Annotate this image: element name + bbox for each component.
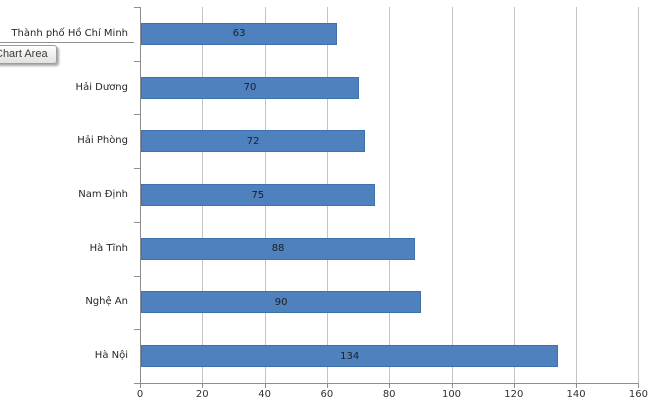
- category-label-underline: [0, 42, 134, 43]
- y-axis-tick: [134, 7, 140, 8]
- y-axis-tick: [134, 329, 140, 330]
- bar-value-label: 134: [340, 350, 360, 362]
- x-axis-tick: [638, 384, 640, 388]
- gridline: [638, 7, 640, 383]
- x-axis-label: 80: [382, 389, 396, 400]
- gridline: [389, 7, 391, 383]
- bar[interactable]: 63: [141, 22, 338, 45]
- gridline: [576, 7, 578, 383]
- bar[interactable]: 90: [141, 291, 422, 314]
- x-axis-label: 20: [195, 389, 209, 400]
- x-axis-tick: [140, 384, 141, 388]
- chart-area-tooltip: Chart Area: [0, 45, 57, 64]
- y-axis-tick: [134, 168, 140, 169]
- bar[interactable]: 75: [141, 184, 375, 206]
- y-axis-tick: [134, 383, 140, 384]
- category-label: Hà Tĩnh: [89, 242, 128, 254]
- x-axis-label: 60: [320, 389, 334, 400]
- x-axis-label: 0: [136, 389, 144, 400]
- x-axis-tick: [576, 384, 578, 388]
- x-axis-label: 40: [258, 389, 271, 400]
- bar[interactable]: 88: [141, 237, 416, 260]
- x-axis-tick: [326, 384, 328, 388]
- tooltip-text: Chart Area: [0, 48, 48, 60]
- x-axis-label: 100: [441, 389, 462, 400]
- category-label: Hải Phòng: [77, 135, 128, 147]
- bar[interactable]: 134: [141, 345, 559, 368]
- x-axis-label: 140: [566, 389, 586, 400]
- category-label: Nam Định: [78, 189, 128, 200]
- category-label: Hà Nội: [94, 350, 128, 362]
- y-axis-tick: [134, 114, 140, 115]
- x-axis-line: [134, 383, 640, 384]
- x-axis-tick: [264, 384, 266, 388]
- category-label: Thành phố Hồ Chí Minh: [11, 27, 128, 39]
- x-axis-label: 160: [628, 389, 648, 400]
- bar-value-label: 70: [243, 82, 257, 94]
- bar-value-label: 90: [274, 296, 288, 308]
- bar-value-label: 75: [251, 189, 265, 201]
- x-axis-tick: [513, 384, 515, 388]
- gridline: [451, 7, 453, 383]
- y-axis-line: [140, 7, 141, 383]
- bar[interactable]: 72: [141, 130, 366, 153]
- gridline: [513, 7, 515, 383]
- y-axis-tick: [134, 276, 140, 277]
- category-label: Hải Dương: [75, 81, 128, 93]
- x-axis-tick: [451, 384, 453, 388]
- bar-value-label: 63: [232, 28, 246, 40]
- y-axis-tick: [134, 61, 140, 62]
- bar-value-label: 88: [271, 243, 285, 255]
- bar-value-label: 72: [246, 135, 260, 147]
- y-axis-tick: [134, 222, 140, 223]
- x-axis-tick: [202, 384, 204, 388]
- x-axis-label: 120: [504, 389, 524, 400]
- x-axis-tick: [389, 384, 391, 388]
- bar[interactable]: 70: [141, 76, 360, 99]
- category-label: Nghệ An: [85, 296, 128, 308]
